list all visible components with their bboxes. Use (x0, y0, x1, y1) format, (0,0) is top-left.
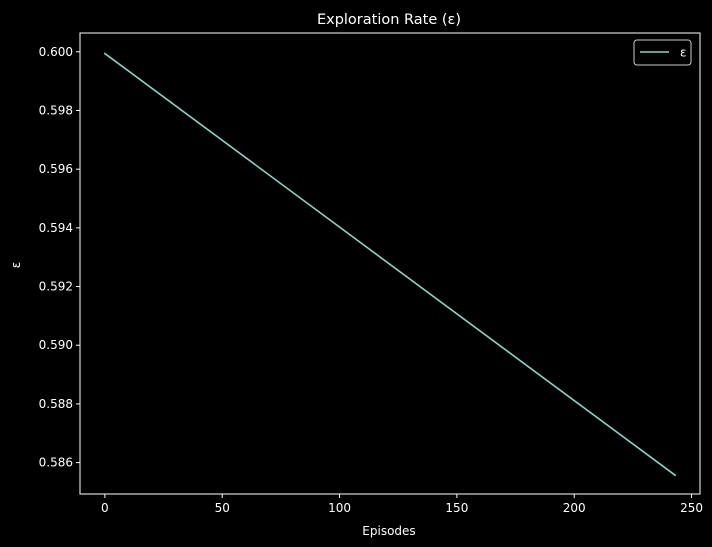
series-line (103, 52, 677, 477)
plot-area (79, 32, 701, 495)
y-axis-label: ε (9, 262, 23, 269)
x-tick-label: 0 (101, 501, 109, 515)
x-tick-label: 150 (445, 501, 468, 515)
y-tick-label: 0.598 (39, 103, 73, 117)
series-lines (103, 52, 677, 477)
legend-label: ε (680, 46, 687, 60)
y-axis-ticks: 0.586 0.588 0.590 0.592 0.594 0.596 0.598 0.600 (39, 45, 80, 470)
y-tick-label: 0.594 (39, 221, 73, 235)
y-tick-label: 0.590 (39, 338, 73, 352)
chart-title: Exploration Rate (ε) (317, 12, 461, 28)
y-tick-label: 0.592 (39, 280, 73, 294)
legend: ε (633, 39, 692, 66)
x-tick-label: 250 (680, 501, 703, 515)
y-tick-label: 0.596 (39, 162, 73, 176)
x-axis-label: Episodes (362, 524, 415, 538)
y-tick-label: 0.600 (39, 45, 73, 59)
x-tick-label: 200 (563, 501, 586, 515)
y-tick-label: 0.588 (39, 397, 73, 411)
y-tick-label: 0.586 (39, 456, 73, 470)
x-axis-ticks: 0 50 100 150 200 250 (101, 494, 703, 515)
x-tick-label: 100 (328, 501, 351, 515)
plot-frame (79, 32, 701, 495)
x-tick-label: 50 (215, 501, 230, 515)
